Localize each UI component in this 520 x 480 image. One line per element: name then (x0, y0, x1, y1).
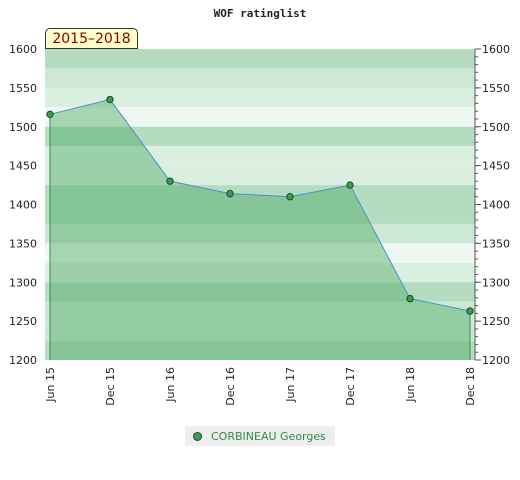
data-point[interactable] (106, 95, 114, 104)
background-band (45, 262, 475, 283)
y-tick-label-right: 1200 (482, 354, 510, 367)
y-tick-label-left: 1600 (9, 43, 37, 56)
y-tick-label-right: 1500 (482, 121, 510, 134)
background-bands (45, 49, 475, 360)
y-tick-label-left: 1400 (9, 199, 37, 212)
data-point[interactable] (46, 110, 54, 119)
x-tick-label: Jun 18 (404, 367, 417, 403)
background-band (45, 107, 475, 127)
y-tick-label-right: 1450 (482, 160, 510, 173)
x-tick-label: Jun 15 (44, 367, 57, 403)
background-band (45, 321, 475, 341)
y-tick-label-left: 1250 (9, 315, 37, 328)
y-tick-label-right: 1300 (482, 276, 510, 289)
background-band (45, 223, 475, 244)
chart-title: WOF ratinglist (214, 7, 307, 20)
x-tick-label: Jun 17 (284, 367, 297, 403)
background-band (45, 126, 475, 147)
background-band (45, 243, 475, 263)
y-tick-label-left: 1450 (9, 160, 37, 173)
x-tick-label: Dec 17 (344, 367, 357, 406)
y-tick-label-left: 1200 (9, 354, 37, 367)
y-tick-label-left: 1500 (9, 121, 37, 134)
area-layer (49, 98, 471, 360)
x-tick-label: Dec 16 (224, 367, 237, 406)
background-band (45, 146, 475, 166)
background-band (45, 68, 475, 88)
background-band (45, 49, 475, 69)
points-layer (46, 95, 474, 315)
y-tick-label-left: 1300 (9, 276, 37, 289)
y-tick-label-right: 1600 (482, 43, 510, 56)
y-tick-label-left: 1350 (9, 237, 37, 250)
series-line (49, 98, 471, 312)
y-tick-label-left: 1550 (9, 82, 37, 95)
axes-layer: 1200 1200 1250 1250 1300 1300 1350 1350 1400 1400… (9, 43, 510, 406)
legend-marker (193, 431, 202, 441)
series-area (50, 99, 470, 360)
x-tick-label: Dec 18 (464, 367, 477, 406)
data-point[interactable] (406, 294, 414, 303)
background-band (45, 282, 475, 302)
x-tick-label: Jun 16 (164, 367, 177, 403)
period-label: 2015–2018 (45, 28, 138, 49)
data-point[interactable] (346, 181, 354, 189)
background-band (45, 165, 475, 186)
background-band (45, 301, 475, 322)
data-point[interactable] (466, 307, 474, 315)
y-tick-label-right: 1250 (482, 315, 510, 328)
background-band (45, 87, 475, 108)
background-band (45, 340, 475, 360)
y-tick-label-right: 1350 (482, 237, 510, 250)
data-point[interactable] (166, 177, 174, 185)
data-point[interactable] (286, 193, 294, 201)
y-tick-label-right: 1400 (482, 199, 510, 212)
x-tick-label: Dec 15 (104, 367, 117, 406)
legend-series-label: CORBINEAU Georges (211, 429, 326, 443)
data-point[interactable] (226, 189, 234, 198)
y-tick-label-right: 1550 (482, 82, 510, 95)
legend[interactable]: CORBINEAU Georges (185, 426, 335, 446)
